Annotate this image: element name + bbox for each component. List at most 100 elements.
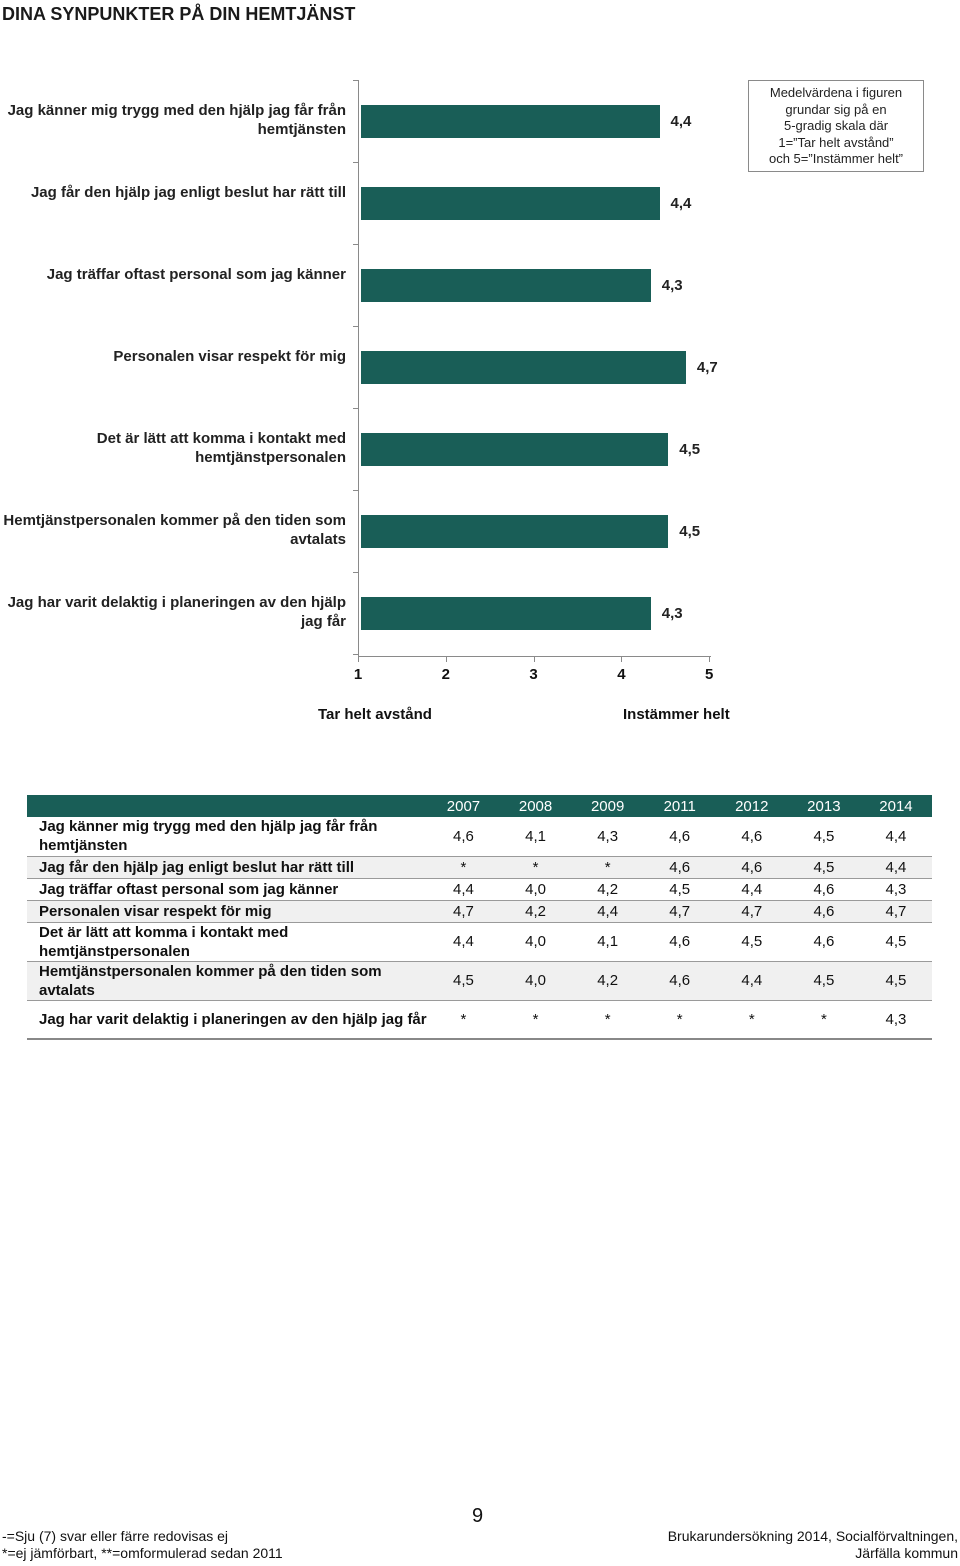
table-cell: *	[787, 1000, 860, 1040]
x-axis-tick-label: 3	[529, 666, 538, 683]
table-cell: 4,2	[499, 900, 572, 923]
x-axis-low-label: Tar helt avstånd	[318, 706, 432, 723]
table-cell: 4,4	[859, 817, 932, 857]
x-axis-high-label: Instämmer helt	[623, 706, 730, 723]
footer-source-line: Järfälla kommun	[855, 1545, 958, 1561]
table-cell: 4,4	[715, 878, 788, 901]
table-cell: 4,7	[859, 900, 932, 923]
table-cell: 4,6	[787, 922, 860, 962]
category-label: Jag får den hjälp jag enligt beslut har …	[30, 184, 346, 201]
scale-explanation-line: grundar sig på en	[785, 101, 887, 117]
data-label: 4,5	[679, 523, 701, 540]
table-cell: 4,5	[787, 817, 860, 857]
category-label: Hemtjänstpersonalen kommer på den tiden …	[3, 512, 346, 548]
y-axis-tick	[353, 654, 358, 655]
table-cell: 4,6	[643, 856, 716, 879]
table-cell: 4,2	[571, 878, 644, 901]
category-label: Det är lätt att komma i kontakt med hemt…	[96, 430, 346, 466]
bar	[361, 105, 660, 138]
footer-source: Brukarundersökning 2014, Socialförvaltni…	[668, 1528, 958, 1562]
table-cell: 4,5	[787, 961, 860, 1001]
table-cell: 4,4	[715, 961, 788, 1001]
table-cell: 4,6	[643, 817, 716, 857]
row-label: Personalen visar respekt för mig	[27, 900, 428, 923]
row-label: Jag har varit delaktig i planeringen av …	[27, 1000, 428, 1040]
table-cell: 4,5	[859, 961, 932, 1001]
data-label: 4,3	[661, 277, 683, 294]
x-axis-tick	[709, 656, 711, 662]
footer-note-line: -=Sju (7) svar eller färre redovisas ej	[2, 1528, 229, 1544]
table-cell: 4,5	[787, 856, 860, 879]
table-row: Personalen visar respekt för mig 4,7 4,2 4,…	[27, 900, 932, 923]
footer-source-line: Brukarundersökning 2014, Socialförvaltni…	[667, 1528, 958, 1544]
table-header-blank	[27, 795, 428, 817]
table-cell: 4,1	[571, 922, 644, 962]
bar	[361, 433, 669, 466]
footer-notes: -=Sju (7) svar eller färre redovisas ej …	[2, 1528, 283, 1562]
table-cell: 4,6	[643, 961, 716, 1001]
data-label: 4,7	[696, 359, 718, 376]
bar	[361, 269, 651, 302]
table-cell: 4,5	[859, 922, 932, 962]
table-cell: 4,7	[715, 900, 788, 923]
year-header: 2011	[643, 795, 716, 817]
scale-explanation-line: 5-gradig skala där	[783, 118, 889, 133]
row-label: Jag känner mig trygg med den hjälp jag f…	[27, 817, 428, 857]
table-cell: 4,4	[859, 856, 932, 879]
table-row: Hemtjänstpersonalen kommer på den tiden …	[27, 961, 932, 1001]
category-label: Jag träffar oftast personal som jag känn…	[46, 266, 346, 283]
x-axis-tick-label: 2	[441, 666, 450, 683]
table-cell: 4,5	[715, 922, 788, 962]
table-row: Jag får den hjälp jag enligt beslut har …	[27, 856, 932, 879]
table-cell: 4,6	[715, 856, 788, 879]
table-row: Det är lätt att komma i kontakt med hemt…	[27, 922, 932, 962]
y-axis-tick	[353, 162, 358, 163]
table-cell: *	[499, 856, 572, 879]
table-cell: 4,0	[499, 961, 572, 1001]
y-axis-tick	[353, 326, 358, 327]
data-label: 4,4	[670, 195, 692, 212]
scale-explanation-line: och 5=”Instämmer helt”	[768, 151, 904, 166]
table-cell: 4,1	[499, 817, 572, 857]
y-axis-tick	[353, 490, 358, 491]
x-axis-tick	[358, 656, 359, 662]
year-header: 2008	[499, 795, 572, 817]
table-cell: 4,6	[787, 878, 860, 901]
row-label: Jag träffar oftast personal som jag känn…	[27, 878, 428, 901]
table-cell: 4,7	[643, 900, 716, 923]
y-axis-tick	[353, 80, 358, 81]
bar	[361, 597, 651, 630]
bar	[361, 187, 660, 220]
table-row: Jag träffar oftast personal som jag känn…	[27, 878, 932, 901]
table-header-row: 2007 2008 2009 2011 2012 2013 2014	[27, 795, 932, 817]
table-cell: *	[427, 856, 500, 879]
category-label: Jag känner mig trygg med den hjälp jag f…	[7, 102, 346, 138]
category-label: Jag har varit delaktig i planeringen av …	[7, 594, 346, 630]
page-number: 9	[472, 1505, 484, 1527]
data-label: 4,3	[661, 605, 683, 622]
year-header: 2013	[787, 795, 860, 817]
table-cell: *	[571, 856, 644, 879]
scale-explanation-line: 1=”Tar helt avstånd”	[778, 134, 894, 150]
table-cell: 4,2	[571, 961, 644, 1001]
table-cell: 4,3	[859, 1000, 932, 1040]
data-label: 4,4	[670, 113, 692, 130]
table-cell: 4,6	[427, 817, 500, 857]
x-axis-tick-label: 5	[705, 666, 714, 683]
table-cell: *	[427, 1000, 500, 1040]
table-cell: 4,4	[571, 900, 644, 923]
category-label: Personalen visar respekt för mig	[113, 348, 346, 365]
table-cell: 4,6	[715, 817, 788, 857]
table-row: Jag känner mig trygg med den hjälp jag f…	[27, 817, 932, 857]
year-header: 2014	[859, 795, 932, 817]
table-cell: *	[571, 1000, 644, 1040]
table-cell: 4,5	[643, 878, 716, 901]
year-header: 2012	[715, 795, 788, 817]
year-header: 2009	[571, 795, 644, 817]
table-cell: 4,6	[643, 922, 716, 962]
bar	[361, 515, 669, 548]
x-axis-tick	[445, 656, 447, 662]
page-title: DINA SYNPUNKTER PÅ DIN HEMTJÄNST	[2, 4, 356, 24]
scale-explanation-box: Medelvärdena i figuren grundar sig på en 5…	[748, 80, 924, 172]
results-table: 2007 2008 2009 2011 2012 2013 2014 Jag känner …	[27, 795, 932, 1040]
